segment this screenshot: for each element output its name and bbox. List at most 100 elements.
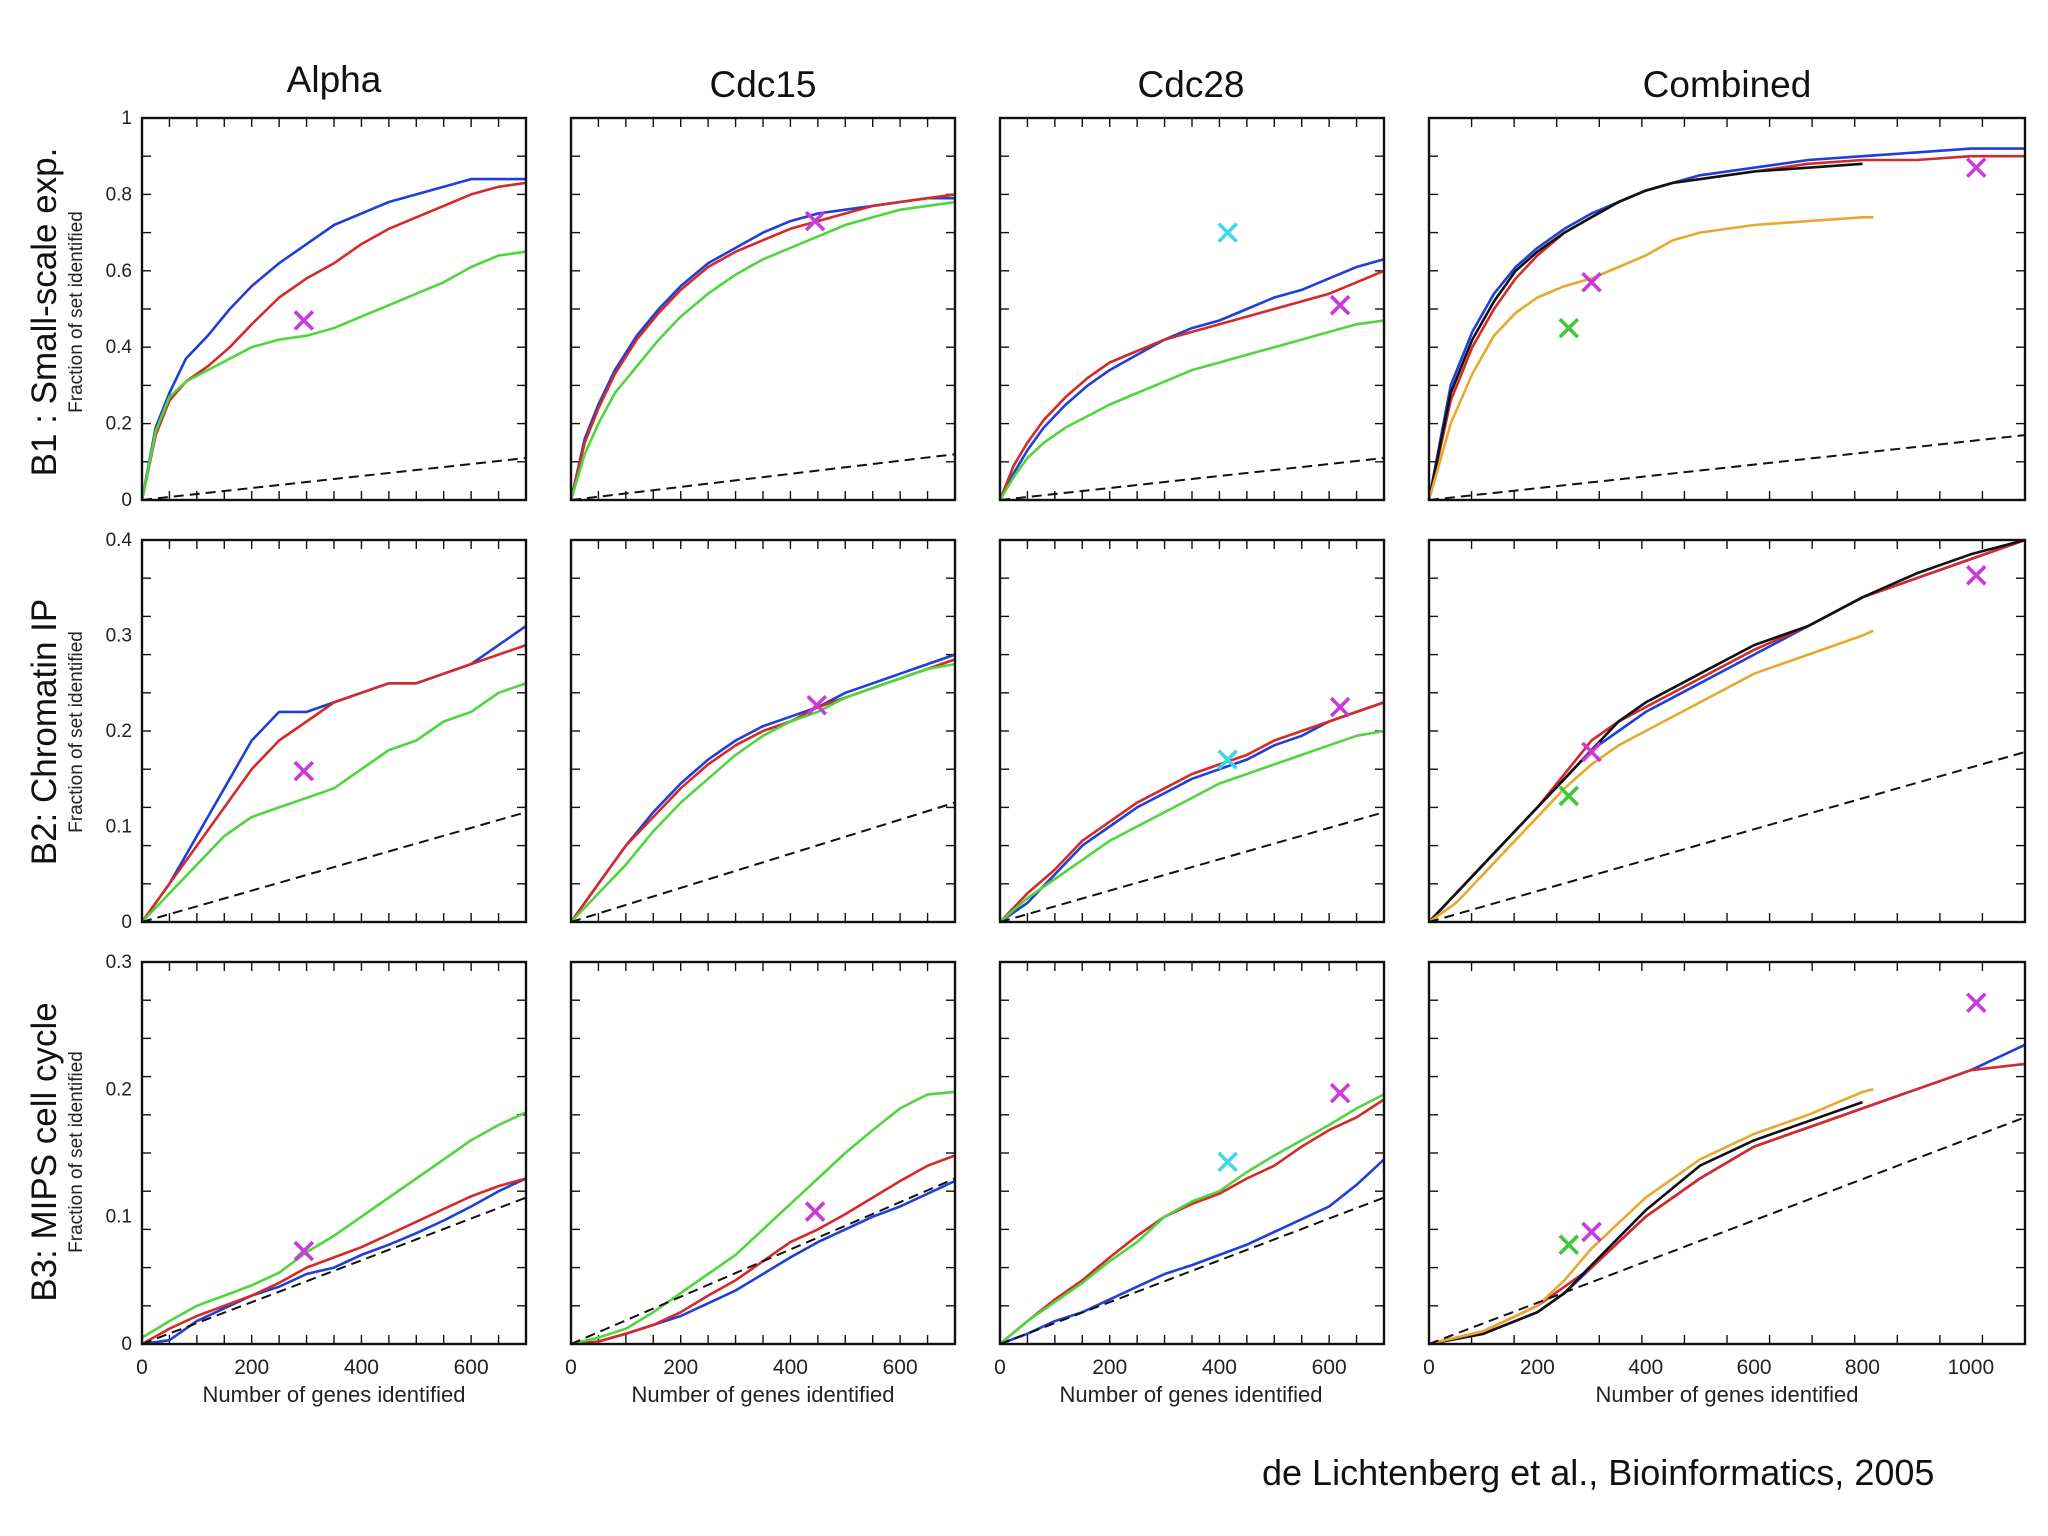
x-axis-label-cdc28: Number of genes identified	[1060, 1382, 1323, 1407]
cyan-cross-marker	[1217, 1151, 1238, 1173]
green-series-line	[999, 729, 1385, 923]
blue-series-line	[141, 1177, 527, 1346]
cross-stroke	[293, 310, 315, 331]
blue-series-line	[1428, 1043, 2026, 1346]
baseline-line	[1428, 751, 2026, 923]
blue-series-line	[999, 701, 1385, 924]
row-title-mips-cell-cycle: B3: MIPS cell cycle	[25, 1002, 64, 1302]
black-series-line	[1427, 162, 1863, 501]
cross-stroke	[1558, 1234, 1580, 1255]
x-tick-label: 200	[1520, 1356, 1555, 1379]
cross-stroke	[1329, 696, 1351, 718]
baseline-line	[141, 1196, 527, 1345]
panel-frame	[1427, 960, 2027, 1346]
x-tick-label: 1000	[1947, 1356, 1994, 1379]
panel-r2-c2	[569, 538, 957, 924]
x-tick-label: 600	[1312, 1356, 1347, 1379]
red-series-line	[140, 181, 527, 501]
black-series-line	[1428, 1100, 1863, 1346]
panel-frame	[140, 116, 528, 502]
orange-series-line	[1428, 629, 1874, 924]
x-tick-label: 200	[234, 1356, 269, 1379]
baseline-line	[999, 1196, 1385, 1345]
x-tick-label: 600	[454, 1356, 489, 1379]
magenta-cross-marker	[1965, 157, 1987, 178]
green-series-line	[141, 1111, 527, 1339]
baseline-line	[570, 1177, 956, 1345]
x-axis-label-combined: Number of genes identified	[1596, 1382, 1859, 1407]
panel-frame	[140, 960, 528, 1346]
green-series-line	[998, 319, 1385, 501]
baseline-line	[141, 811, 527, 923]
column-title-combined: Combined	[1643, 64, 1812, 105]
y-tick-label: 0.1	[106, 817, 132, 838]
panel-frame	[998, 960, 1386, 1346]
y-tick-label: 0.4	[106, 337, 133, 358]
red-series-line	[998, 269, 1385, 501]
panel-r3-c3: 0 200 400 600	[994, 960, 1386, 1379]
blue-series-line	[569, 196, 955, 501]
blue-series-line	[1427, 147, 2025, 501]
y-tick-label: 0.2	[106, 414, 132, 435]
red-series-line	[141, 1177, 527, 1346]
cyan-cross-marker	[1217, 222, 1238, 243]
magenta-cross-marker	[804, 210, 826, 232]
x-tick-label: 0	[994, 1356, 1006, 1379]
x-tick-label: 200	[1092, 1356, 1127, 1379]
x-tick-label: 0	[136, 1356, 148, 1379]
y-tick-label: 0.3	[106, 626, 132, 647]
baseline-line	[999, 457, 1385, 501]
blue-series-line	[999, 1158, 1385, 1346]
magenta-cross-marker	[1965, 565, 1987, 586]
y-tick-label: 1	[121, 108, 132, 129]
magenta-cross-marker	[1329, 696, 1351, 718]
panel-r1-c4	[1427, 116, 2027, 502]
y-axis-label-row2: Fraction of set identified	[66, 631, 87, 833]
green_marker-cross-marker	[1558, 317, 1580, 339]
cross-stroke	[1558, 317, 1580, 339]
x-tick-label: 400	[1628, 1356, 1663, 1379]
cross-stroke	[804, 210, 826, 232]
magenta-cross-marker	[1965, 992, 1987, 1014]
green-series-line	[570, 1090, 956, 1346]
cyan-cross-marker	[1217, 749, 1238, 770]
column-title-cdc28: Cdc28	[1138, 64, 1245, 105]
red-series-line	[140, 643, 527, 923]
x-tick-label: 400	[1202, 1356, 1237, 1379]
cross-stroke	[1965, 157, 1987, 178]
y-tick-label: 0.4	[106, 530, 133, 551]
green_marker-cross-marker	[1558, 1234, 1580, 1255]
x-tick-label: 400	[773, 1356, 808, 1379]
red-series-line	[1427, 154, 2025, 501]
cross-stroke	[1965, 992, 1987, 1014]
cross-stroke	[293, 1240, 315, 1262]
cross-stroke	[1217, 1151, 1238, 1173]
green-series-line	[141, 682, 527, 923]
x-axis-label-cdc15: Number of genes identified	[632, 1382, 895, 1407]
magenta-cross-marker	[293, 310, 315, 331]
green-series-line	[570, 662, 956, 923]
blue-series-line	[140, 177, 526, 501]
panel-frame	[1427, 538, 2027, 924]
cross-stroke	[293, 760, 315, 782]
column-title-alpha: Alpha	[287, 59, 382, 100]
cross-stroke	[806, 694, 828, 716]
cross-stroke	[1965, 565, 1987, 586]
x-tick-label: 800	[1845, 1356, 1880, 1379]
blue-series-line	[1428, 538, 2026, 923]
orange-series-line	[1428, 1088, 1874, 1346]
baseline-line	[570, 801, 956, 923]
red-series-line	[569, 658, 956, 923]
baseline-line	[141, 457, 527, 501]
magenta-cross-marker	[1329, 294, 1351, 316]
cross-stroke	[1217, 222, 1238, 243]
cross-stroke	[1581, 271, 1602, 293]
x-axis-label-alpha: Number of genes identified	[203, 1382, 466, 1407]
panel-r3-c2: 0 200 400 600	[565, 960, 957, 1379]
red-series-line	[999, 1098, 1385, 1345]
baseline-line	[1428, 1116, 2026, 1345]
y-tick-label: 0	[121, 912, 132, 933]
red-series-line	[999, 701, 1385, 923]
red-series-line	[570, 1154, 956, 1346]
